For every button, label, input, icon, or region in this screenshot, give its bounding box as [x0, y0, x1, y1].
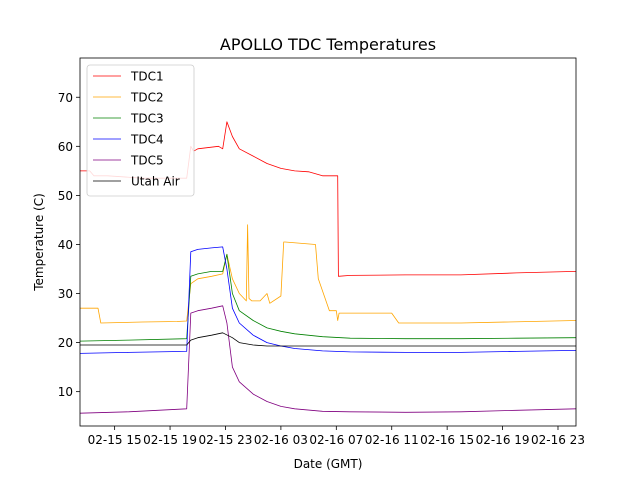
legend-label: Utah Air [131, 175, 180, 189]
y-tick-label: 70 [58, 91, 73, 105]
x-tick-label: 02-16 03 [254, 433, 308, 447]
series-line-3 [80, 246, 576, 354]
y-tick-label: 30 [58, 287, 73, 301]
y-tick-label: 60 [58, 140, 73, 154]
legend-label: TDC4 [130, 133, 164, 147]
y-axis-label: Temperature (C) [32, 193, 46, 292]
x-tick-label: 02-16 11 [365, 433, 419, 447]
y-tick-label: 40 [58, 238, 73, 252]
y-tick-label: 20 [58, 336, 73, 350]
x-tick-label: 02-15 23 [198, 433, 252, 447]
legend: TDC1 TDC2 TDC3 TDC4 TDC5 Utah Air [86, 64, 195, 197]
x-tick-label: 02-16 07 [309, 433, 363, 447]
x-tick-label: 02-16 23 [531, 433, 585, 447]
series-line-5 [80, 332, 576, 347]
x-tick-label: 02-15 15 [88, 433, 142, 447]
legend-label: TDC3 [130, 112, 164, 126]
series-line-4 [80, 305, 576, 414]
legend-label: TDC1 [130, 70, 164, 84]
y-tick-label: 10 [58, 385, 73, 399]
legend-label: TDC5 [130, 154, 164, 168]
plot-frame [79, 57, 577, 427]
x-tick-label: 02-16 15 [420, 433, 474, 447]
x-axis-label: Date (GMT) [294, 457, 363, 471]
x-tick-label: 02-16 19 [476, 433, 530, 447]
legend-box [86, 64, 195, 197]
x-tick-label: 02-15 19 [143, 433, 197, 447]
legend-label: TDC2 [130, 91, 164, 105]
chart-title: APOLLO TDC Temperatures [220, 35, 436, 54]
y-tick-label: 50 [58, 189, 73, 203]
series-line-2 [80, 253, 576, 342]
